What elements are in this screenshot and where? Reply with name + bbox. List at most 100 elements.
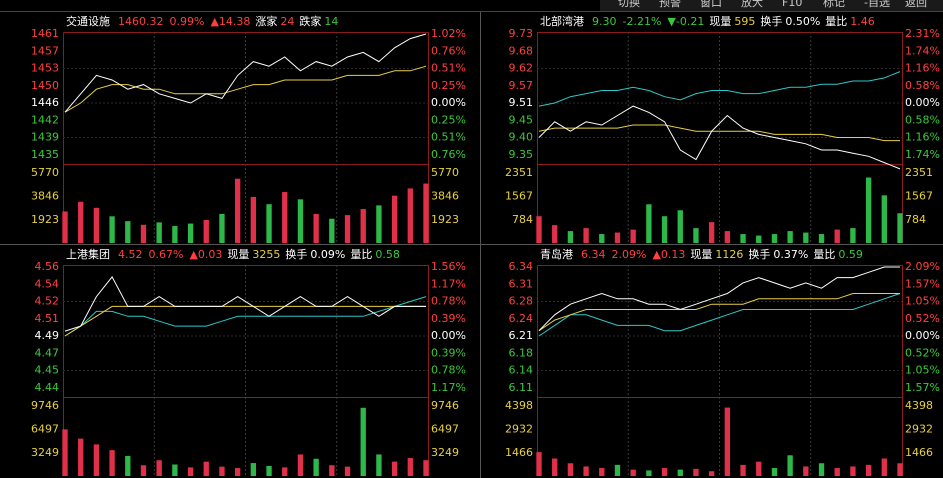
change-amount: ▲0.03 (189, 248, 222, 261)
price-tick-label: 1453 (31, 62, 59, 75)
stock-price: 4.52 (118, 248, 143, 261)
volume-bar (740, 464, 746, 476)
price-tick-label: 6.21 (509, 329, 534, 342)
toolbar-button[interactable]: F10 (782, 0, 802, 9)
percent-tick-label: 0.52% (905, 312, 940, 325)
volume-bar (756, 461, 762, 476)
panel-header: 北部湾港 9.30 -2.21% ▼-0.21 现量 595 换手 0.50% 量比 1.46 (540, 14, 875, 28)
change-percent: 2.09% (612, 248, 647, 261)
volume-bar (93, 207, 100, 243)
price-tick-label: 9.35 (509, 148, 534, 161)
volume-bar (693, 468, 699, 476)
toolbar-button[interactable]: 返回 (905, 0, 927, 9)
percent-tick-label: 1.17% (431, 277, 466, 290)
volume-tick-label: 9746 (431, 399, 459, 412)
percent-tick-label: 0.52% (905, 346, 940, 359)
volume-bar (109, 450, 115, 476)
percent-tick-label: 1.74% (905, 148, 940, 161)
percent-tick-label: 0.76% (431, 148, 466, 161)
field-label: 换手 (760, 14, 782, 28)
price-tick-label: 1435 (31, 148, 59, 161)
field-value: 1.46 (850, 15, 875, 28)
toolbar-button[interactable]: 切换 (618, 0, 640, 9)
price-tick-label: 9.40 (509, 131, 534, 144)
volume-bar (329, 465, 335, 476)
volume-bar (740, 234, 746, 243)
change-amount: ▼-0.21 (667, 15, 704, 28)
volume-tick-label: 784 (512, 213, 533, 226)
volume-bar (661, 468, 668, 476)
change-percent: -2.21% (623, 15, 662, 28)
volume-bar (552, 225, 558, 243)
volume-bar (850, 466, 856, 476)
average-line (64, 305, 426, 337)
percent-tick-label: 0.78% (431, 364, 466, 377)
change-amount: ▲14.38 (210, 15, 250, 28)
field-label: 跌家 (299, 14, 321, 28)
percent-tick-label: 0.51% (431, 62, 466, 75)
volume-bar (677, 210, 683, 243)
change-percent: 0.99% (170, 15, 205, 28)
percent-tick-label: 0.51% (431, 131, 466, 144)
field-label: 现量 (709, 15, 731, 28)
volume-bar (234, 178, 241, 243)
volume-bar (803, 466, 809, 476)
volume-bar (708, 471, 715, 476)
field-label: 涨家 (255, 14, 277, 28)
volume-bar (297, 199, 304, 243)
volume-bar (630, 469, 636, 476)
field-label: 换手 (748, 247, 770, 261)
volume-bar (567, 463, 574, 476)
volume-bar (724, 407, 731, 476)
stock-name: 上港集团 (66, 247, 110, 261)
volume-bar (203, 461, 209, 476)
volume-bar (661, 216, 668, 243)
toolbar-button[interactable]: -自选 (864, 0, 890, 9)
price-tick-label: 9.73 (509, 27, 534, 40)
stock-price: 6.34 (581, 248, 606, 261)
percent-tick-label: 0.00% (431, 329, 466, 342)
toolbar-button[interactable]: 标记 (823, 0, 845, 9)
price-tick-label: 9.57 (509, 79, 534, 92)
volume-bar (156, 222, 162, 243)
price-tick-label: 1461 (31, 27, 59, 40)
volume-bar (172, 464, 178, 476)
percent-tick-label: 0.78% (431, 295, 466, 308)
index-line (538, 71, 901, 107)
volume-tick-label: 3846 (31, 190, 59, 203)
toolbar-button[interactable]: 预警 (659, 0, 681, 9)
price-tick-label: 9.45 (509, 113, 534, 126)
volume-bar (724, 231, 731, 243)
toolbar-button[interactable]: 放大 (741, 0, 763, 9)
percent-tick-label: 0.00% (905, 329, 940, 342)
price-tick-label: 9.68 (509, 44, 534, 57)
volume-bar (567, 231, 574, 243)
volume-bar (756, 235, 762, 243)
toolbar (600, 0, 943, 11)
volume-tick-label: 2351 (905, 166, 933, 179)
field-value: 3255 (252, 248, 280, 261)
toolbar-button[interactable]: 窗口 (700, 0, 722, 9)
volume-bar (234, 468, 241, 476)
volume-tick-label: 2932 (505, 423, 533, 436)
volume-bar (881, 195, 887, 243)
volume-bar (297, 454, 304, 476)
volume-bar (423, 183, 429, 243)
volume-bar (881, 458, 887, 476)
volume-bar (614, 232, 621, 243)
percent-tick-label: 1.05% (905, 295, 940, 308)
panel-header: 交通设施 1460.32 0.99% ▲14.38 涨家 24 跌家 14 (66, 14, 338, 28)
price-tick-label: 4.45 (35, 364, 60, 377)
volume-bar (140, 224, 147, 243)
average-line (538, 124, 900, 142)
change-amount: ▲0.13 (652, 248, 685, 261)
price-tick-label: 6.18 (509, 346, 534, 359)
price-tick-label: 6.24 (509, 312, 534, 325)
percent-tick-label: 0.58% (905, 113, 940, 126)
volume-bar (708, 222, 715, 243)
price-tick-label: 4.49 (35, 329, 60, 342)
volume-tick-label: 1466 (905, 446, 933, 459)
volume-bar (329, 218, 335, 243)
field-value: 595 (734, 15, 755, 28)
